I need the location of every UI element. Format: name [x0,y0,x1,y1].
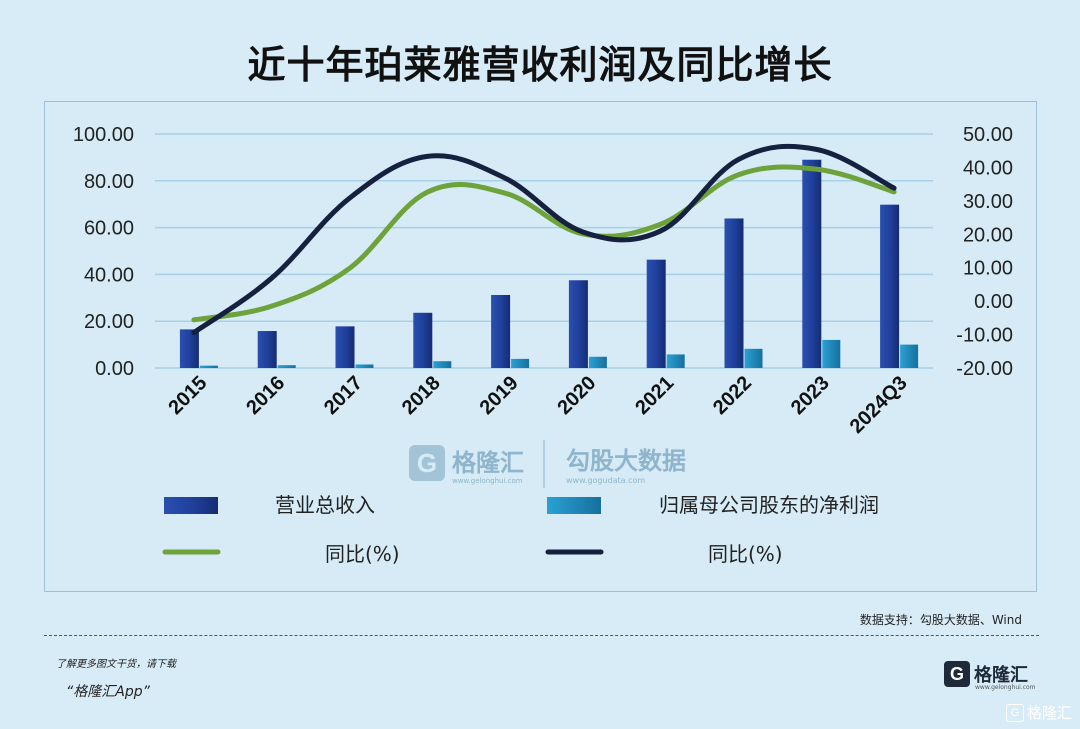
bar-revenue [413,312,433,368]
bar-net-profit [511,358,530,368]
x-tick-label: 2024Q3 [846,372,912,438]
bar-net-profit [199,365,218,368]
line-revenue-yoy [191,164,897,323]
y-right-tick-label: 40.00 [963,157,1013,179]
y-right-tick-label: 50.00 [963,124,1013,146]
y-right-tick-label: 10.00 [963,258,1013,280]
promo-text: 了解更多图文干货，请下载 [56,659,176,670]
brand-logo: G 格隆汇 [944,660,1028,688]
bar-revenue [646,259,666,368]
y-left-tick-label: 80.00 [84,171,134,193]
bar-net-profit [588,356,607,368]
legend-label-profit-yoy: 同比(%) [708,542,783,566]
bar-revenue [257,331,277,368]
divider [44,635,1039,636]
x-tick-label: 2018 [398,372,445,419]
bar-net-profit [666,354,685,368]
x-tick-label: 2016 [242,372,289,419]
bar-revenue [491,294,511,368]
y-right-tick-label: 0.00 [974,291,1013,313]
bar-revenue [335,326,355,368]
watermark-brand-url: www.gelonghui.com [452,477,523,485]
y-left-tick-label: 100.00 [73,124,134,146]
x-tick-label: 2019 [476,372,523,419]
y-left-tick-label: 20.00 [84,311,134,333]
watermark-partner: 勾股大数据 [566,447,686,475]
legend-swatch-net-profit [547,497,601,514]
y-right-tick-label: -10.00 [956,325,1013,347]
brand-name: 格隆汇 [974,665,1028,686]
corner-g-icon: G [1005,703,1024,722]
x-tick-label: 2015 [164,372,211,419]
bar-revenue [802,159,822,368]
x-tick-label: 2023 [787,372,834,419]
x-tick-label: 2022 [709,372,756,419]
bar-net-profit [744,348,763,368]
data-source-note: 数据支持：勾股大数据、Wind [859,613,1022,627]
brand-g-icon: G [944,661,970,687]
bar-net-profit [277,365,296,368]
corner-watermark: G 格隆汇 [1005,702,1072,723]
legend-label-net-profit: 归属母公司股东的净利润 [659,493,879,517]
line-profit-yoy [191,143,897,336]
watermark-brand: 格隆汇 [452,449,524,477]
bar-revenue [179,329,199,368]
y-left-tick-label: 0.00 [95,358,134,380]
bar-net-profit [822,339,841,368]
x-tick-label: 2017 [320,372,367,419]
bar-revenue [568,280,588,368]
y-right-tick-label: 30.00 [963,191,1013,213]
bar-revenue [880,204,900,368]
legend-swatch-revenue [164,497,218,514]
bar-net-profit [433,361,452,368]
watermark-g-letter: G [417,448,437,478]
y-left-tick-label: 60.00 [84,218,134,240]
y-right-tick-label: 20.00 [963,224,1013,246]
bar-net-profit [900,344,919,368]
brand-url: www.gelonghui.com [975,684,1036,691]
bar-net-profit [355,364,374,368]
legend-label-revenue-yoy: 同比(%) [325,542,400,566]
bar-revenue [724,218,744,368]
watermark-g-icon [409,445,445,481]
watermark-partner-url: www.gogudata.com [566,476,645,485]
legend-label-revenue: 营业总收入 [275,493,375,517]
chart-title: 近十年珀莱雅营收利润及同比增长 [247,43,833,87]
y-right-tick-label: -20.00 [956,358,1013,380]
promo-app-name: “格隆汇App” [66,684,150,700]
y-left-tick-label: 40.00 [84,264,134,286]
x-tick-label: 2020 [553,372,600,419]
x-tick-label: 2021 [631,372,678,419]
corner-watermark-text: 格隆汇 [1026,704,1072,722]
